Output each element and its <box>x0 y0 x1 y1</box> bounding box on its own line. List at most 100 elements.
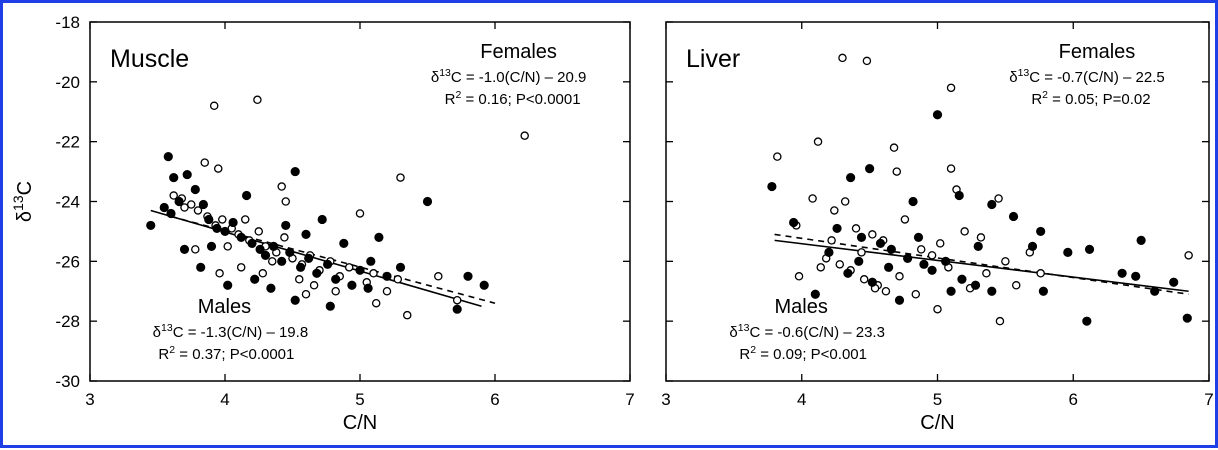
male-point <box>166 208 176 219</box>
female-point <box>402 310 412 320</box>
males-label: Males <box>775 296 828 318</box>
male-point <box>1150 286 1160 296</box>
y-tick-label: -28 <box>55 312 80 331</box>
male-point <box>281 220 291 231</box>
females-stats: R2 = 0.16; P<0.0001 <box>445 89 581 108</box>
male-point <box>159 202 169 213</box>
male-point <box>463 271 473 281</box>
female-point <box>254 227 263 236</box>
male-point <box>223 280 233 290</box>
male-point <box>973 241 983 251</box>
male-point <box>1084 244 1095 254</box>
male-point <box>919 259 929 269</box>
female-point <box>396 173 405 182</box>
female-point <box>857 248 866 257</box>
female-point <box>933 304 942 314</box>
male-point <box>846 172 856 183</box>
male-point <box>941 256 951 266</box>
muscle-panel: 3 4 5 6 7 -18 -20 -22 -24 -26 -28 -30 δ13C C/N Muscle F… <box>10 13 635 434</box>
female-point <box>982 269 991 278</box>
female-point <box>927 251 937 260</box>
female-point <box>344 263 354 272</box>
panel-title: Liver <box>686 45 740 73</box>
male-point <box>824 247 834 257</box>
female-point <box>830 206 839 215</box>
female-point <box>294 275 304 284</box>
female-point <box>200 158 209 167</box>
male-point <box>946 286 956 296</box>
males-stats: R2 = 0.09; P<0.001 <box>739 344 867 363</box>
male-point <box>1063 247 1073 257</box>
male-point <box>296 262 306 272</box>
male-point <box>269 241 279 251</box>
male-point <box>903 253 913 263</box>
male-point <box>382 271 392 281</box>
male-point <box>422 196 433 207</box>
female-point <box>218 215 227 224</box>
panel-title: Muscle <box>110 45 189 73</box>
female-point <box>916 245 926 254</box>
male-point <box>290 166 300 177</box>
female-point <box>236 263 246 272</box>
y-tick-label: -18 <box>55 13 80 32</box>
x-tick-label: 6 <box>490 390 499 409</box>
male-point <box>1038 286 1048 296</box>
y-tick-label: -30 <box>55 372 80 391</box>
scatter-figure: 3 4 5 6 7 -18 -20 -22 -24 -26 -28 -30 δ13C C/N Muscle F… <box>10 13 1214 434</box>
male-point <box>146 220 156 231</box>
female-point <box>976 233 986 242</box>
x-tick-label: 4 <box>797 390 806 409</box>
male-point <box>174 196 184 207</box>
male-point <box>865 163 875 174</box>
females-equation: δ13C = -0.7(C/N) – 22.5 <box>1009 67 1165 86</box>
males-fit-line <box>150 209 482 307</box>
male-point <box>1036 226 1046 237</box>
female-point <box>995 316 1005 326</box>
male-point <box>479 280 489 290</box>
female-point <box>191 245 200 254</box>
male-point <box>179 244 190 254</box>
y-tick-label: -26 <box>55 252 80 271</box>
x-tick-label: 3 <box>661 390 670 409</box>
female-point <box>382 286 392 296</box>
male-point <box>285 247 295 257</box>
female-point <box>209 101 219 111</box>
female-point <box>301 289 311 299</box>
male-point <box>1008 211 1019 222</box>
male-point <box>182 169 192 180</box>
female-point <box>393 275 403 284</box>
female-point <box>900 215 910 224</box>
male-point <box>954 190 964 201</box>
males-stats: R2 = 0.37; P<0.0001 <box>158 344 294 363</box>
male-point <box>301 229 311 240</box>
male-point <box>886 244 896 254</box>
female-point <box>859 275 869 284</box>
male-point <box>1082 316 1092 326</box>
female-point <box>371 298 381 308</box>
female-point <box>816 263 826 272</box>
male-point <box>987 199 997 210</box>
female-point <box>240 215 250 224</box>
x-axis-title: C/N <box>920 412 954 434</box>
male-point <box>339 238 349 248</box>
female-point <box>267 257 277 266</box>
female-point <box>434 272 443 281</box>
male-point <box>843 268 853 278</box>
male-point <box>304 253 314 263</box>
male-point <box>312 268 322 278</box>
male-point <box>932 110 943 120</box>
male-point <box>331 274 341 284</box>
female-point <box>911 289 921 299</box>
male-point <box>854 256 864 266</box>
female-point <box>946 164 956 173</box>
male-point <box>190 184 200 195</box>
y-axis-title: δ13C <box>10 181 36 222</box>
females-label: Females <box>480 41 557 63</box>
male-point <box>875 238 886 248</box>
x-tick-label: 6 <box>1069 390 1078 409</box>
female-point <box>851 224 861 233</box>
male-point <box>163 152 173 162</box>
male-point <box>212 223 222 234</box>
male-point <box>1136 235 1146 245</box>
